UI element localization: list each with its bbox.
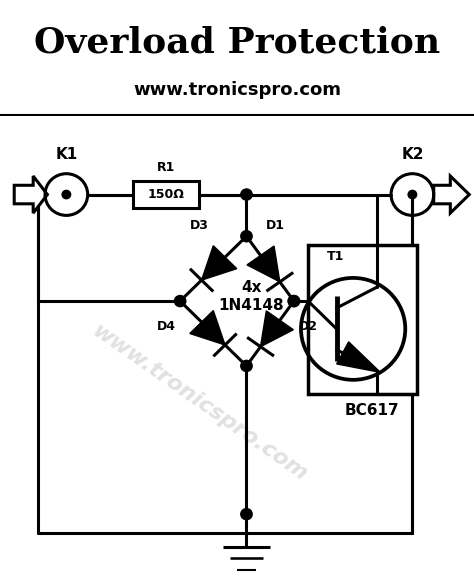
Circle shape: [288, 295, 300, 307]
Polygon shape: [434, 176, 469, 213]
Circle shape: [62, 190, 71, 199]
Bar: [133, 181, 199, 208]
Polygon shape: [247, 246, 280, 282]
Text: K2: K2: [401, 147, 424, 162]
Polygon shape: [337, 342, 380, 372]
Text: K1: K1: [55, 147, 77, 162]
Circle shape: [241, 508, 252, 520]
Text: D4: D4: [156, 320, 175, 332]
Circle shape: [288, 295, 300, 307]
Circle shape: [408, 190, 417, 199]
Bar: [308, 245, 417, 394]
Text: www.tronicspro.com: www.tronicspro.com: [133, 81, 341, 99]
Polygon shape: [261, 311, 293, 347]
Text: BC617: BC617: [345, 403, 400, 418]
Circle shape: [241, 360, 252, 372]
Polygon shape: [201, 245, 237, 280]
Text: 150Ω: 150Ω: [147, 188, 184, 201]
Text: T1: T1: [327, 250, 345, 263]
Text: R1: R1: [157, 161, 175, 174]
Text: D3: D3: [190, 219, 209, 232]
Text: Overload Protection: Overload Protection: [34, 25, 440, 60]
Text: 4x
1N4148: 4x 1N4148: [219, 280, 284, 313]
Polygon shape: [190, 310, 225, 345]
Circle shape: [174, 295, 186, 307]
Polygon shape: [14, 176, 47, 213]
Text: www.tronicspro.com: www.tronicspro.com: [88, 321, 310, 485]
Circle shape: [241, 230, 252, 242]
Text: D2: D2: [299, 320, 318, 332]
Text: D1: D1: [265, 219, 284, 232]
Circle shape: [241, 189, 252, 200]
